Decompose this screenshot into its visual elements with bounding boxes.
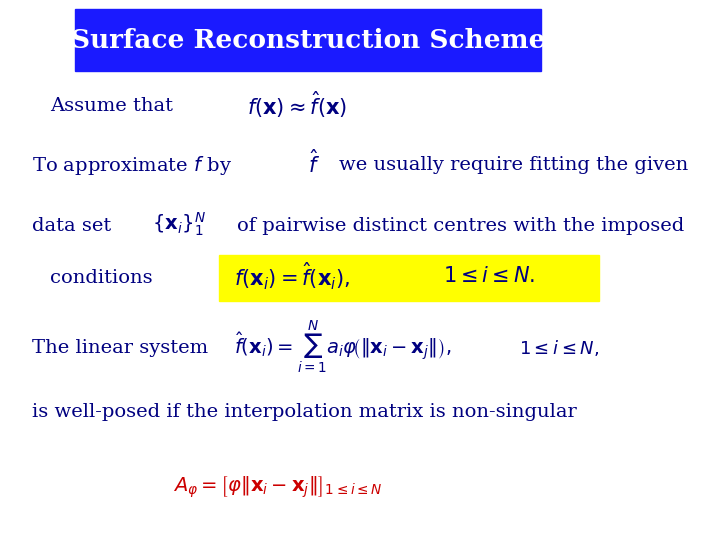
- FancyBboxPatch shape: [75, 9, 541, 71]
- FancyBboxPatch shape: [219, 255, 599, 301]
- Text: $f(\mathbf{x}) \approx \hat{f}(\mathbf{x})$: $f(\mathbf{x}) \approx \hat{f}(\mathbf{x…: [247, 89, 347, 120]
- Text: Surface Reconstruction Scheme: Surface Reconstruction Scheme: [71, 28, 545, 52]
- Text: data set: data set: [32, 217, 112, 235]
- Text: $\{\mathbf{x}_i\}_1^N$: $\{\mathbf{x}_i\}_1^N$: [152, 211, 205, 238]
- Text: $1 \leq i \leq N.$: $1 \leq i \leq N.$: [443, 266, 535, 286]
- Text: conditions: conditions: [50, 269, 153, 287]
- Text: $A_\varphi = \left[\varphi\|\mathbf{x}_i - \mathbf{x}_j\|\right]_{1\leq i\leq N}: $A_\varphi = \left[\varphi\|\mathbf{x}_i…: [173, 475, 382, 501]
- Text: of pairwise distinct centres with the imposed: of pairwise distinct centres with the im…: [238, 217, 685, 235]
- Text: The linear system: The linear system: [32, 339, 208, 357]
- Text: $1 \leq i \leq N,$: $1 \leq i \leq N,$: [520, 338, 600, 358]
- Text: $\hat{f}$: $\hat{f}$: [308, 150, 320, 178]
- Text: $\hat{f}(\mathbf{x}_i) = \sum_{i=1}^{N} a_i\varphi\!\left(\|\mathbf{x}_i - \math: $\hat{f}(\mathbf{x}_i) = \sum_{i=1}^{N} …: [235, 318, 452, 375]
- Text: Assume that: Assume that: [50, 97, 174, 115]
- Text: is well-posed if the interpolation matrix is non-singular: is well-posed if the interpolation matri…: [32, 403, 577, 421]
- Text: To approximate $f$ by: To approximate $f$ by: [32, 154, 232, 177]
- Text: $f(\mathbf{x}_i) = \hat{f}(\mathbf{x}_i),$: $f(\mathbf{x}_i) = \hat{f}(\mathbf{x}_i)…: [235, 261, 351, 292]
- Text: we usually require fitting the given: we usually require fitting the given: [338, 156, 688, 174]
